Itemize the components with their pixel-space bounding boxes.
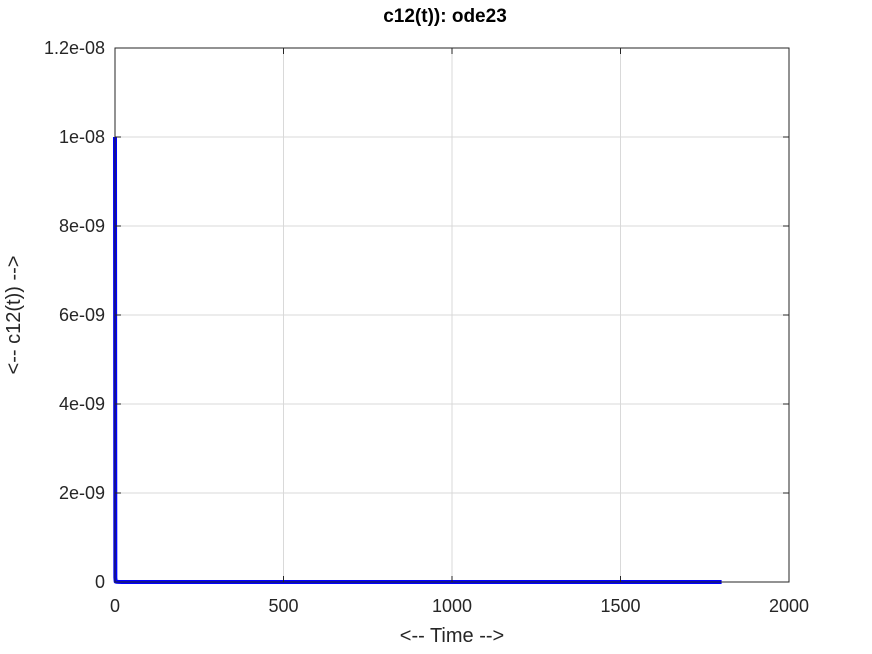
y-tick-label: 2e-09 [59,483,105,503]
y-tick-label: 8e-09 [59,216,105,236]
y-tick-label: 1e-08 [59,127,105,147]
tick-layer: 0 500 1000 1500 2000 0 2e-09 4e-09 6e-09 8e-09 1e-… [44,38,809,616]
x-tick-label: 1000 [432,596,472,616]
y-axis-label: <-- c12(t)) --> [3,256,25,375]
chart-title: c12(t)): ode23 [383,6,507,27]
x-tick-label: 1500 [600,596,640,616]
x-tick-label: 0 [110,596,120,616]
x-tick-label: 2000 [769,596,809,616]
y-tick-label: 1.2e-08 [44,38,105,58]
y-tick-label: 6e-09 [59,305,105,325]
x-tick-label: 500 [268,596,298,616]
y-tick-label: 4e-09 [59,394,105,414]
y-tick-label: 0 [95,572,105,592]
x-axis-label: <-- Time --> [400,625,504,647]
